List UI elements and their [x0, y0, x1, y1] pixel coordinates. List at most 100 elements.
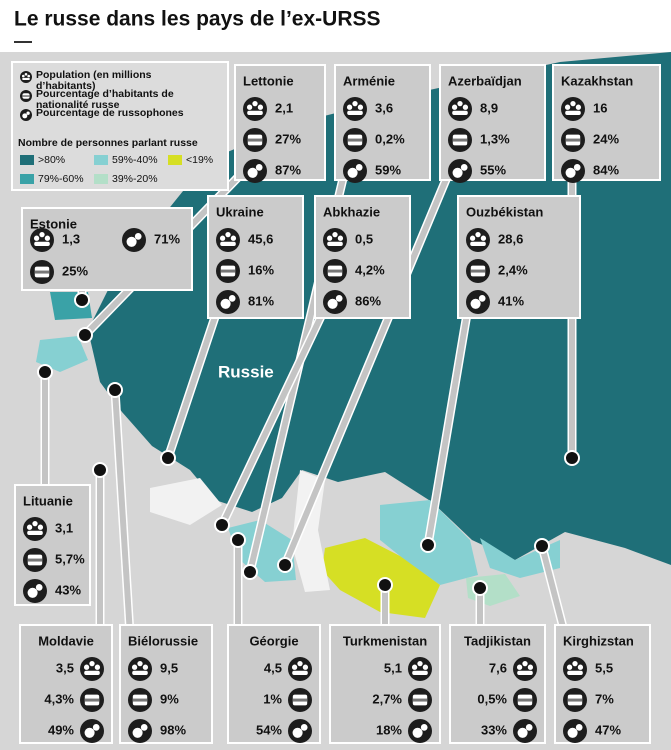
icon-glyph [327, 241, 343, 246]
population-icon [243, 97, 267, 121]
russophones-icon [243, 159, 267, 183]
icon-glyph [21, 74, 25, 78]
turkmenistan-area [322, 538, 440, 618]
icon-glyph [327, 269, 343, 273]
russophones-icon [408, 719, 432, 743]
icon-glyph [516, 664, 523, 670]
population-icon [323, 228, 347, 252]
legend-label: Pourcentage de russophones [36, 107, 184, 119]
icon-glyph [44, 235, 51, 241]
icon-glyph [347, 167, 358, 178]
icon-glyph [332, 231, 338, 238]
icon-glyph [34, 241, 50, 246]
country-callout: Ukraine 45,6 16% 81% [207, 195, 304, 319]
icon-glyph [132, 698, 148, 702]
icon-glyph [337, 235, 344, 241]
location-dot [214, 517, 230, 533]
legend-class-label: <19% [186, 154, 213, 166]
icon-disc [513, 657, 537, 681]
icon-glyph [326, 235, 333, 241]
icon-glyph [39, 231, 45, 238]
nationality-icon [128, 688, 152, 712]
icon-glyph [517, 670, 533, 675]
icon-glyph [255, 164, 263, 171]
icon-glyph [247, 138, 263, 142]
country-population: 0,5 [355, 231, 373, 246]
russophones-icon [513, 719, 537, 743]
pointer [165, 307, 221, 459]
country-russophones: 43% [55, 582, 81, 597]
icon-disc [20, 71, 32, 83]
icon-glyph [33, 235, 40, 241]
icon-glyph [527, 664, 534, 670]
country-callout: Kirghizstan 5,5 7% 47% [554, 624, 651, 744]
country-population: 2,1 [275, 100, 293, 115]
icon-glyph [357, 104, 364, 110]
location-dot [472, 580, 488, 596]
pointer [425, 307, 471, 546]
icon-glyph [452, 167, 463, 178]
russophones-icon [343, 159, 367, 183]
country-russophones: 55% [480, 162, 506, 177]
country-name: Kirghizstan [563, 633, 634, 648]
icon-disc [323, 228, 347, 252]
icon-glyph [140, 724, 148, 731]
population-icon [448, 97, 472, 121]
country-nationality: 24% [593, 131, 619, 146]
country-population: 5,5 [595, 660, 613, 675]
legend-swatch [94, 174, 108, 184]
location-dot [77, 327, 93, 343]
population-icon [216, 228, 240, 252]
icon-glyph [228, 295, 236, 302]
legend-swatch [94, 155, 108, 165]
russophones-icon [80, 719, 104, 743]
icon-glyph [84, 698, 100, 702]
legend-class-label: 79%-60% [38, 173, 84, 185]
icon-glyph [22, 77, 30, 80]
location-dot [107, 382, 123, 398]
nationality-icon [323, 259, 347, 283]
icon-disc [216, 228, 240, 252]
country-population: 28,6 [498, 231, 523, 246]
legend-label: Pourcentage d’habitants de nationalité ru… [36, 88, 174, 111]
country-callout: Kazakhstan 16 24% 84% [552, 64, 661, 183]
country-russophones: 98% [160, 722, 186, 737]
nationality-icon [243, 128, 267, 152]
russophones-icon [561, 159, 585, 183]
icon-disc [408, 657, 432, 681]
icon-glyph [478, 295, 486, 302]
icon-glyph [27, 558, 43, 562]
icon-glyph [84, 727, 95, 738]
pointer [282, 168, 453, 567]
country-callout: Lituanie 3,1 5,7% 43% [14, 484, 91, 606]
legend: Population (en millions d’habitants)Pourc… [11, 61, 229, 191]
country-nationality: 5,7% [55, 551, 85, 566]
country-name: Kazakhstan [561, 73, 633, 88]
icon-glyph [422, 664, 429, 670]
country-name: Abkhazie [323, 204, 380, 219]
country-population: 9,5 [160, 660, 178, 675]
country-name: Tadjikistan [464, 633, 531, 648]
icon-glyph [35, 584, 43, 591]
nationality-icon [30, 260, 54, 284]
icon-glyph [22, 95, 30, 97]
icon-glyph [22, 113, 28, 119]
icon-glyph [522, 660, 528, 667]
location-dot [564, 450, 580, 466]
icon-glyph [412, 727, 423, 738]
population-icon [20, 71, 32, 83]
russophones-icon [323, 290, 347, 314]
icon-glyph [131, 664, 138, 670]
icon-glyph [480, 235, 487, 241]
icon-glyph [26, 524, 33, 530]
population-icon [23, 517, 47, 541]
icon-glyph [297, 660, 303, 667]
legend-class-label: 39%-20% [112, 173, 158, 185]
nationality-icon [343, 128, 367, 152]
icon-glyph [470, 269, 486, 273]
icon-glyph [220, 269, 236, 273]
icon-glyph [220, 241, 236, 246]
country-russophones: 81% [248, 293, 274, 308]
country-nationality: 25% [62, 263, 88, 278]
nationality-icon [408, 688, 432, 712]
